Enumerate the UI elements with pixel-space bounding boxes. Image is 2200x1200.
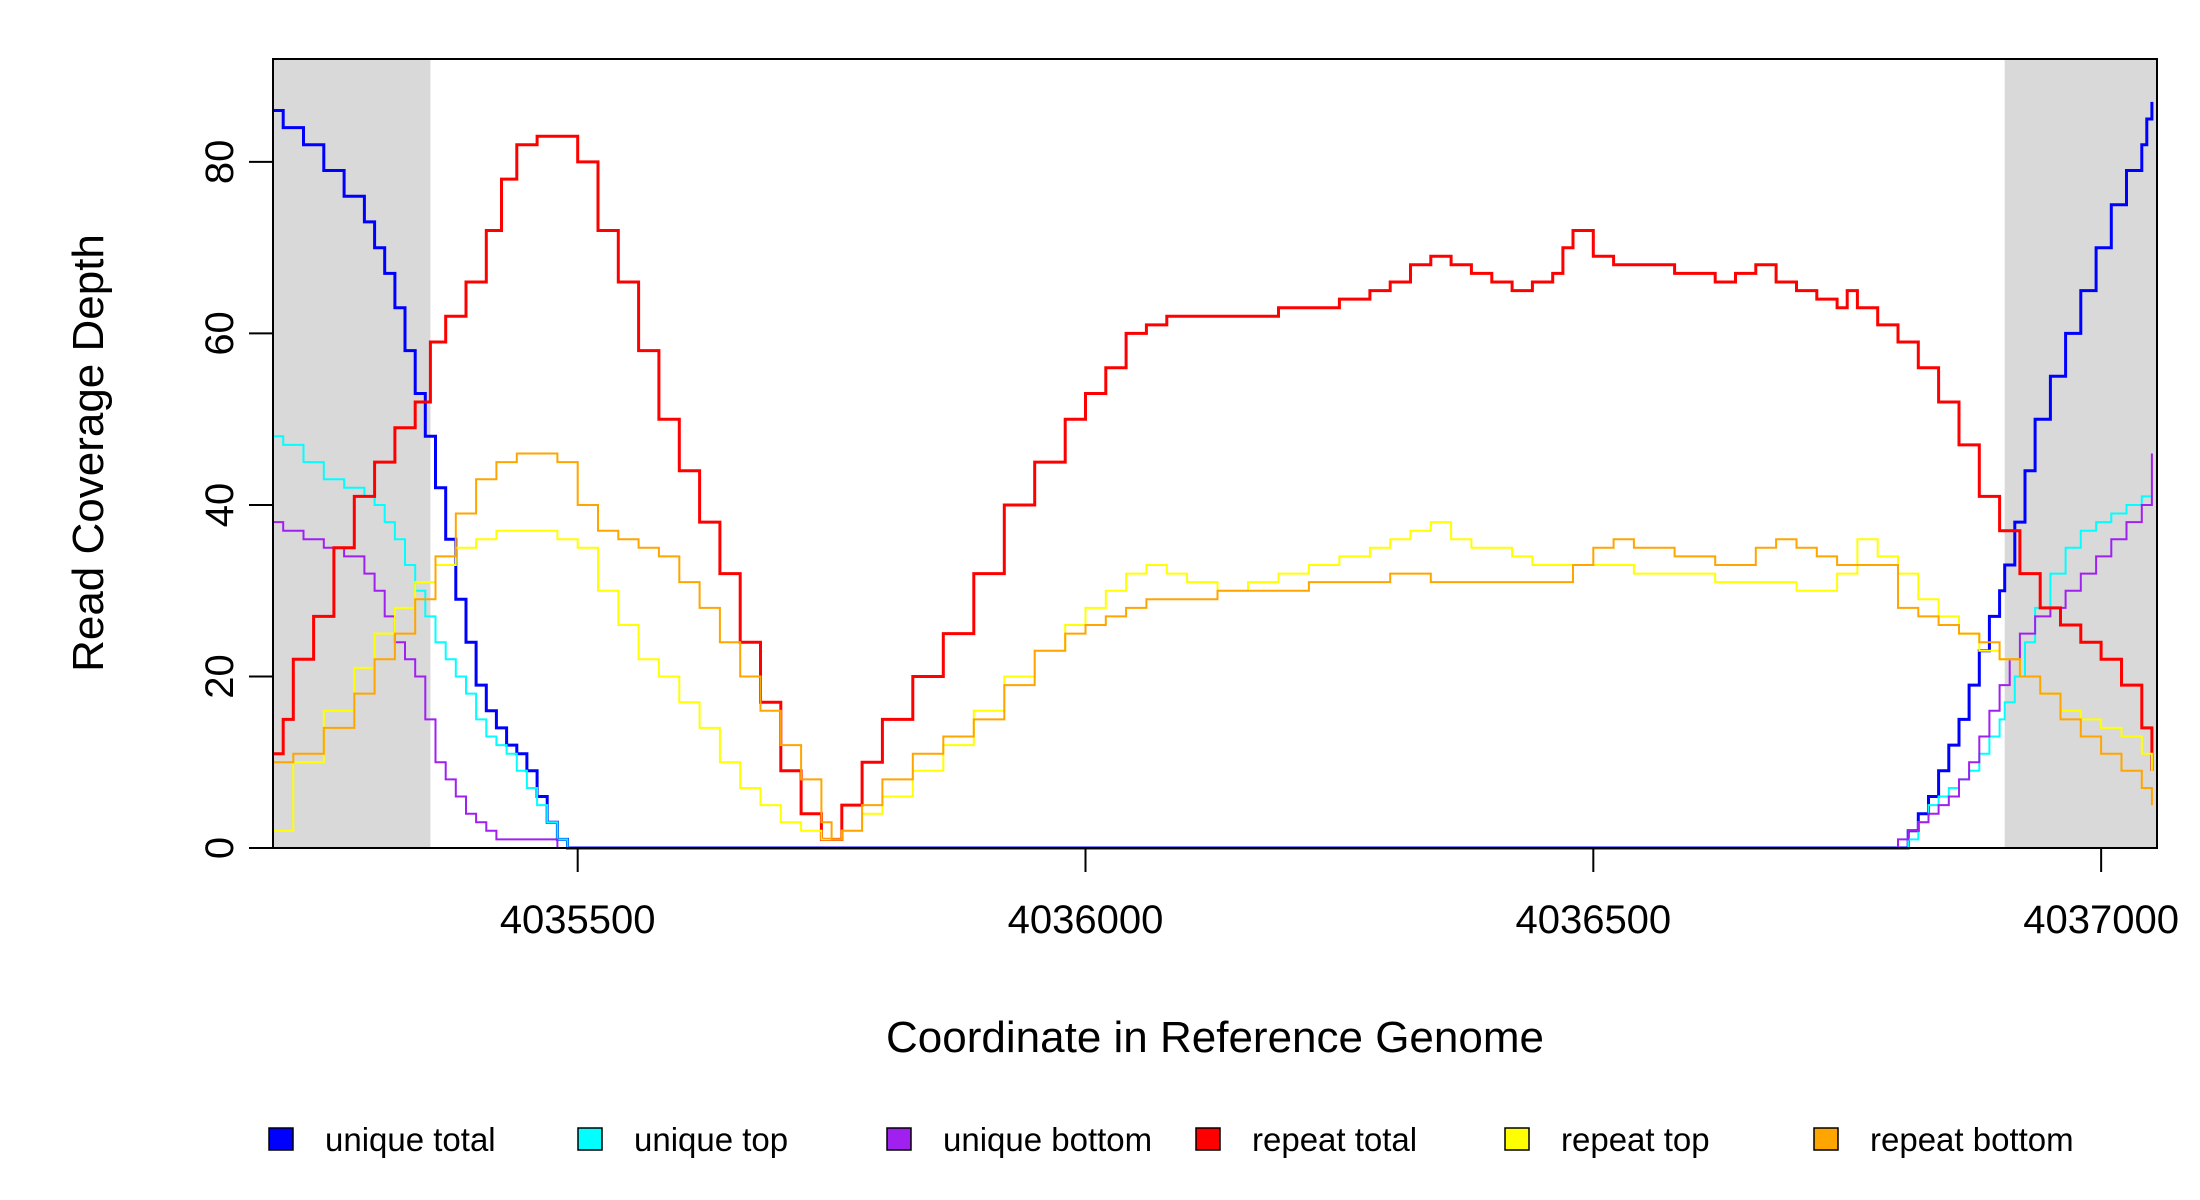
x-tick-label: 4035500 bbox=[500, 898, 656, 942]
x-tick-label: 4037000 bbox=[2023, 898, 2179, 942]
shaded-region-1 bbox=[273, 59, 431, 848]
shaded-regions bbox=[273, 59, 2157, 848]
legend-item-repeat-total: repeat total bbox=[1195, 1121, 1417, 1158]
legend-label: repeat top bbox=[1561, 1121, 1710, 1158]
axes: 0 20 40 60 80 4035500 4036000 4036500 4037000 bbox=[198, 140, 2179, 942]
legend-swatch bbox=[1504, 1127, 1530, 1151]
y-axis-title: Read Coverage Depth bbox=[64, 234, 113, 672]
legend-label: unique bottom bbox=[943, 1121, 1152, 1158]
series-line-unique-bottom bbox=[273, 453, 2153, 849]
legend-item-repeat-bottom: repeat bottom bbox=[1813, 1121, 2074, 1158]
y-tick-label: 40 bbox=[198, 483, 242, 528]
y-tick-label: 60 bbox=[198, 311, 242, 356]
legend-label: repeat total bbox=[1252, 1121, 1417, 1158]
legend: unique total unique top unique bottom repea… bbox=[268, 1121, 2074, 1158]
y-tick-label: 80 bbox=[198, 140, 242, 185]
legend-swatch bbox=[268, 1127, 294, 1151]
series-line-unique-top bbox=[273, 435, 2152, 849]
y-tick-label: 0 bbox=[198, 837, 242, 859]
series-line-unique-total bbox=[273, 101, 2154, 850]
series-line-repeat-top bbox=[273, 521, 2153, 841]
legend-swatch bbox=[1813, 1127, 1839, 1151]
y-tick-label: 20 bbox=[198, 654, 242, 699]
x-axis-title: Coordinate in Reference Genome bbox=[886, 1013, 1544, 1062]
legend-item-unique-bottom: unique bottom bbox=[886, 1121, 1152, 1158]
legend-swatch bbox=[886, 1127, 912, 1151]
x-tick-label: 4036500 bbox=[1515, 898, 1671, 942]
series-line-repeat-bottom bbox=[273, 452, 2153, 841]
series-line-repeat-total bbox=[273, 134, 2154, 841]
x-tick-label: 4036000 bbox=[1008, 898, 1164, 942]
legend-item-unique-total: unique total bbox=[268, 1121, 496, 1158]
series-lines bbox=[273, 101, 2154, 850]
legend-label: unique top bbox=[634, 1121, 788, 1158]
legend-label: repeat bottom bbox=[1870, 1121, 2074, 1158]
legend-label: unique total bbox=[325, 1121, 496, 1158]
legend-item-unique-top: unique top bbox=[577, 1121, 788, 1158]
legend-item-repeat-top: repeat top bbox=[1504, 1121, 1710, 1158]
legend-swatch bbox=[1195, 1127, 1221, 1151]
legend-swatch bbox=[577, 1127, 603, 1151]
